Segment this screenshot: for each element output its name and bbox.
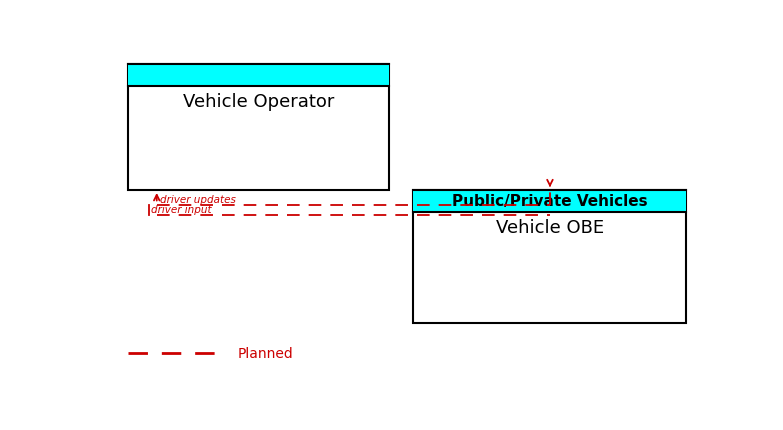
Text: driver input: driver input xyxy=(151,204,212,214)
Bar xyxy=(128,65,389,86)
Text: Vehicle OBE: Vehicle OBE xyxy=(496,219,604,237)
Text: Planned: Planned xyxy=(237,346,293,360)
Text: Vehicle Operator: Vehicle Operator xyxy=(183,93,334,111)
Bar xyxy=(128,65,389,190)
Bar xyxy=(413,190,687,212)
Bar xyxy=(413,190,687,323)
Text: Public/Private Vehicles: Public/Private Vehicles xyxy=(452,194,648,209)
Text: driver updates: driver updates xyxy=(160,194,236,204)
